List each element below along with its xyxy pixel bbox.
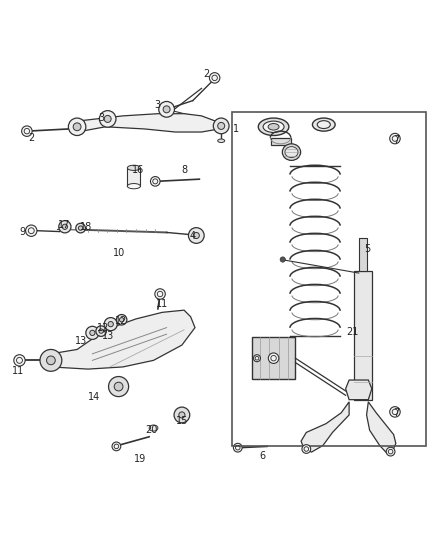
Text: 13: 13 (102, 332, 114, 341)
Polygon shape (367, 402, 396, 454)
Circle shape (112, 442, 121, 451)
Circle shape (96, 326, 106, 336)
Text: 2: 2 (28, 133, 34, 143)
Circle shape (108, 321, 113, 327)
Ellipse shape (283, 144, 300, 160)
Ellipse shape (268, 124, 279, 130)
Circle shape (59, 221, 71, 233)
Circle shape (104, 318, 117, 330)
Text: 17: 17 (58, 220, 70, 230)
Text: 14: 14 (88, 392, 101, 402)
Circle shape (174, 407, 190, 423)
Text: 13: 13 (75, 336, 88, 346)
Circle shape (150, 176, 160, 186)
Circle shape (193, 232, 199, 239)
Text: 18: 18 (80, 222, 92, 232)
Circle shape (233, 443, 242, 452)
Circle shape (386, 447, 395, 456)
Bar (359, 238, 367, 271)
Circle shape (114, 382, 123, 391)
Ellipse shape (149, 425, 158, 431)
Ellipse shape (263, 121, 284, 133)
Text: 11: 11 (12, 366, 24, 376)
Text: 9: 9 (19, 227, 25, 237)
Ellipse shape (127, 165, 141, 171)
Circle shape (78, 226, 83, 230)
Circle shape (104, 116, 111, 123)
Circle shape (390, 407, 400, 417)
Circle shape (268, 353, 279, 364)
Circle shape (117, 314, 127, 325)
Circle shape (159, 101, 174, 117)
Circle shape (163, 106, 170, 113)
Text: 1: 1 (233, 124, 240, 134)
Text: 20: 20 (145, 425, 158, 435)
Text: 3: 3 (155, 100, 161, 110)
Circle shape (25, 225, 37, 236)
Circle shape (120, 318, 124, 322)
Circle shape (21, 126, 32, 136)
Text: 16: 16 (132, 165, 145, 175)
Bar (232, 111, 426, 446)
Text: 8: 8 (181, 165, 187, 175)
Text: 21: 21 (346, 327, 358, 337)
Text: 5: 5 (364, 244, 371, 254)
Circle shape (99, 329, 103, 333)
Polygon shape (77, 114, 219, 132)
Circle shape (14, 354, 25, 366)
Text: 7: 7 (393, 408, 399, 418)
Circle shape (109, 376, 129, 397)
Circle shape (68, 118, 86, 135)
Text: 7: 7 (393, 135, 399, 145)
Circle shape (188, 228, 204, 244)
Circle shape (46, 356, 55, 365)
Circle shape (390, 133, 400, 144)
Circle shape (99, 111, 116, 127)
Circle shape (218, 123, 225, 130)
Polygon shape (51, 310, 195, 369)
Bar (354, 271, 372, 400)
Circle shape (179, 412, 185, 418)
Text: 4: 4 (190, 231, 196, 241)
Text: 3: 3 (98, 113, 104, 123)
Ellipse shape (218, 139, 225, 142)
Circle shape (254, 354, 261, 362)
Circle shape (302, 445, 311, 454)
Polygon shape (301, 402, 349, 452)
Circle shape (209, 72, 220, 83)
Polygon shape (271, 138, 291, 145)
Ellipse shape (317, 120, 330, 128)
Text: 12: 12 (115, 316, 127, 326)
Circle shape (90, 330, 95, 335)
Circle shape (73, 123, 81, 131)
Text: 11: 11 (156, 298, 168, 309)
Bar (127, 168, 141, 186)
Circle shape (76, 223, 85, 233)
Ellipse shape (285, 147, 298, 158)
Ellipse shape (312, 118, 335, 131)
Circle shape (86, 326, 99, 340)
Bar (252, 337, 295, 379)
Text: 19: 19 (134, 454, 147, 464)
Ellipse shape (127, 183, 141, 189)
Text: 10: 10 (113, 248, 125, 259)
Text: 12: 12 (97, 322, 110, 333)
Circle shape (40, 350, 62, 372)
Polygon shape (346, 380, 372, 400)
Circle shape (213, 118, 229, 134)
Circle shape (62, 224, 67, 229)
Text: 2: 2 (203, 69, 209, 79)
Circle shape (280, 257, 286, 262)
Text: 15: 15 (176, 416, 188, 426)
Circle shape (155, 289, 165, 299)
Text: 6: 6 (260, 451, 266, 462)
Ellipse shape (258, 118, 289, 135)
